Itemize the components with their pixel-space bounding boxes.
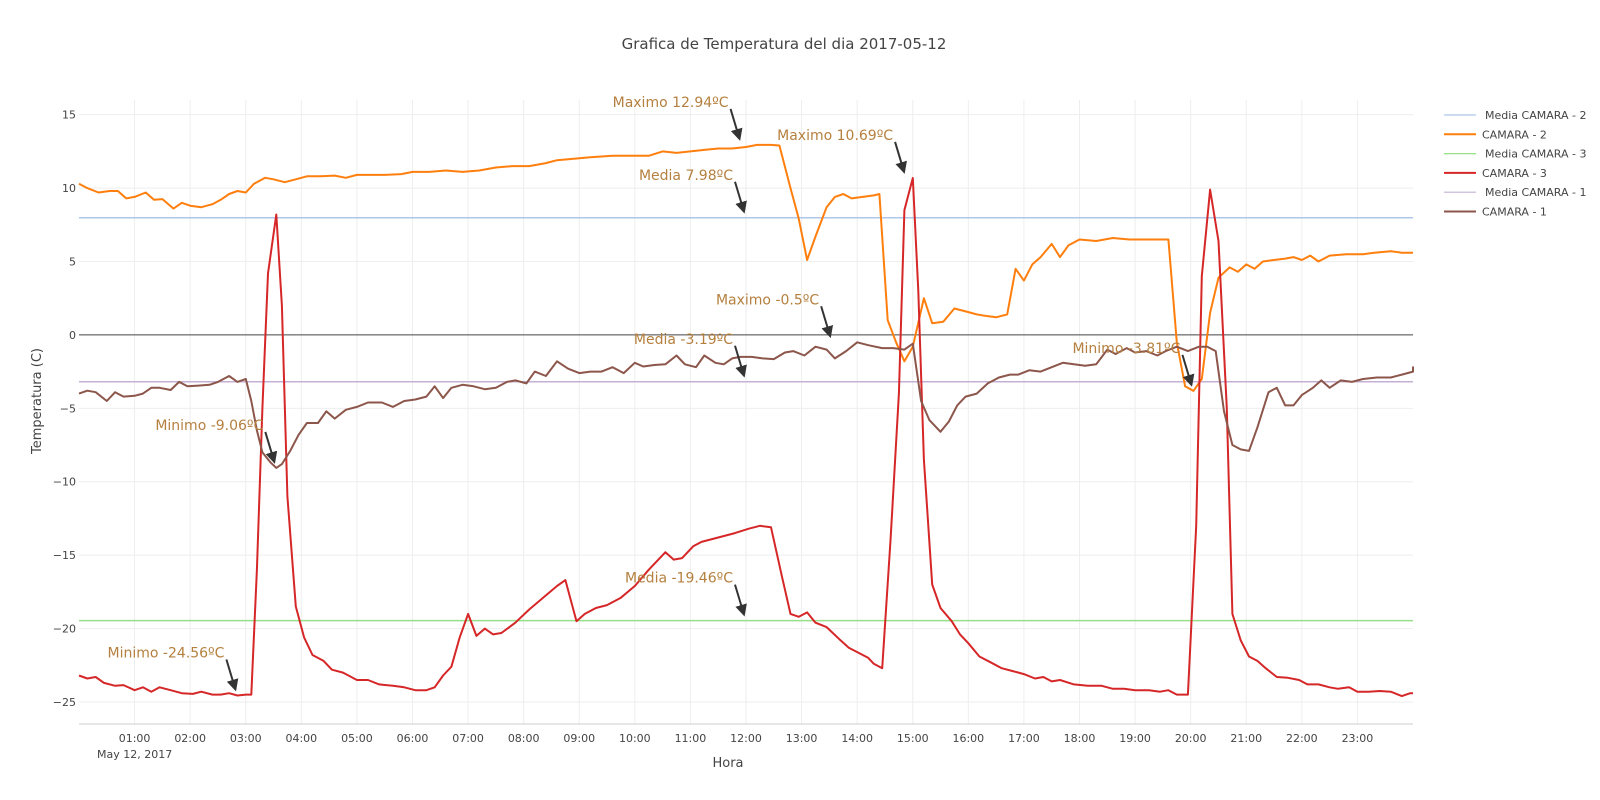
annotation-label: Minimo -24.56ºC: [108, 646, 225, 662]
axes: 01:00 02:00 03:00 04:00 05:00 06:00 07:00 08:00…: [53, 109, 1413, 761]
annotation-label: Minimo -9.06ºC: [155, 418, 263, 434]
series-line-camara2: [78, 143, 1413, 392]
y-tick-label: 10: [62, 182, 76, 195]
annotation-arrow: [225, 659, 239, 692]
legend-item-media_camara1[interactable]: Media CAMARA - 1: [1444, 186, 1586, 199]
x-tick-label: 14:00: [841, 732, 873, 745]
legend-item-media_camara3[interactable]: Media CAMARA - 3: [1444, 148, 1586, 161]
annotation-arrow: [1181, 354, 1195, 387]
legend-label: CAMARA - 1: [1482, 206, 1547, 219]
annotation-label: Minimo -3.81ºC: [1072, 341, 1180, 357]
x-tick-label: 07:00: [452, 732, 484, 745]
x-tick-label: 21:00: [1230, 732, 1262, 745]
legend-item-camara3[interactable]: CAMARA - 3: [1444, 167, 1547, 180]
x-tick-label: 02:00: [174, 732, 206, 745]
x-tick-label: 04:00: [285, 732, 317, 745]
x-tick-label: 16:00: [952, 732, 984, 745]
legend-label: CAMARA - 2: [1482, 128, 1547, 141]
x-date-label: May 12, 2017: [97, 748, 172, 761]
x-tick-label: 19:00: [1119, 732, 1151, 745]
x-tick-label: 23:00: [1342, 732, 1374, 745]
annotation-arrow: [734, 584, 747, 617]
x-tick-label: 17:00: [1008, 732, 1040, 745]
series-line-camara3: [78, 177, 1413, 698]
annotation-arrow: [264, 431, 278, 464]
legend-item-camara2[interactable]: CAMARA - 2: [1444, 128, 1547, 141]
x-tick-label: 18:00: [1064, 732, 1096, 745]
legend-label: Media CAMARA - 2: [1485, 109, 1586, 122]
y-tick-label: −20: [53, 623, 76, 636]
x-tick-label: 13:00: [786, 732, 818, 745]
annotation-arrow: [729, 108, 743, 141]
x-tick-label: 09:00: [563, 732, 595, 745]
x-tick-label: 15:00: [897, 732, 929, 745]
y-tick-label: −25: [53, 696, 76, 709]
x-tick-label: 11:00: [675, 732, 707, 745]
annotation-arrow: [820, 305, 834, 339]
x-tick-label: 01:00: [119, 732, 151, 745]
annotation-arrow: [734, 345, 747, 378]
y-tick-label: 15: [62, 109, 76, 122]
x-tick-label: 08:00: [508, 732, 540, 745]
x-axis-title: Hora: [712, 756, 743, 771]
series-line-camara1: [78, 341, 1414, 469]
y-tick-label: 5: [69, 256, 76, 269]
legend-label: Media CAMARA - 1: [1485, 186, 1586, 199]
annotation-arrow: [894, 141, 907, 174]
annotation-label: Media 7.98ºC: [639, 168, 733, 184]
y-axis-title: Temperatura (C): [30, 348, 45, 455]
y-tick-label: −15: [53, 549, 76, 562]
annotation-label: Maximo 10.69ºC: [777, 128, 893, 144]
annotations: Maximo 12.94ºC Maximo 10.69ºC Media 7.98ºC…: [108, 95, 1195, 692]
y-tick-label: −5: [60, 402, 76, 415]
legend-label: Media CAMARA - 3: [1485, 148, 1586, 161]
annotation-label: Maximo -0.5ºC: [716, 292, 819, 308]
annotation-label: Maximo 12.94ºC: [613, 95, 729, 111]
annotation-arrow: [734, 181, 747, 214]
annotation-label: Media -19.46ºC: [625, 571, 733, 587]
y-tick-label: 0: [69, 329, 76, 342]
y-tick-label: −10: [53, 476, 76, 489]
x-tick-label: 22:00: [1286, 732, 1318, 745]
legend[interactable]: Media CAMARA - 2 CAMARA - 2 Media CAMARA -…: [1444, 109, 1586, 219]
x-tick-label: 20:00: [1175, 732, 1207, 745]
chart-title: Grafica de Temperatura del dia 2017-05-1…: [622, 35, 947, 53]
x-tick-label: 10:00: [619, 732, 651, 745]
legend-item-camara1[interactable]: CAMARA - 1: [1444, 206, 1547, 219]
x-tick-label: 05:00: [341, 732, 373, 745]
x-tick-label: 03:00: [230, 732, 262, 745]
annotation-label: Media -3.19ºC: [634, 332, 733, 348]
legend-label: CAMARA - 3: [1482, 167, 1547, 180]
x-tick-label: 12:00: [730, 732, 762, 745]
x-tick-label: 06:00: [397, 732, 429, 745]
series-lines: [78, 143, 1414, 698]
legend-item-media_camara2[interactable]: Media CAMARA - 2: [1444, 109, 1586, 122]
